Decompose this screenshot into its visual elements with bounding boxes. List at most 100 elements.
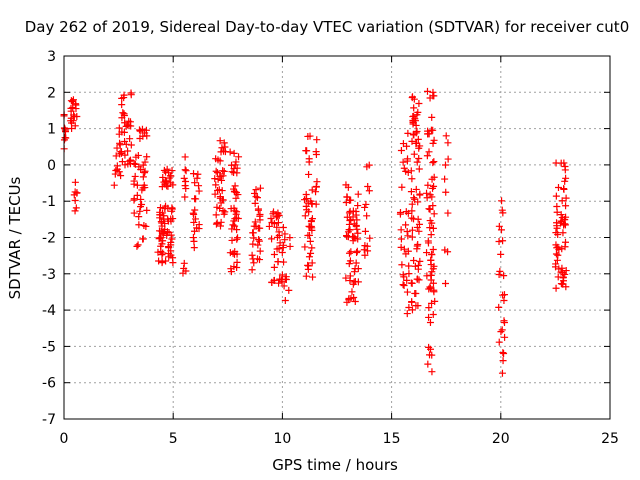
data-point: [270, 208, 278, 216]
data-point: [182, 167, 190, 175]
data-point: [67, 97, 75, 105]
data-point: [181, 166, 189, 174]
data-point: [118, 101, 126, 109]
data-point: [73, 112, 81, 120]
data-point: [143, 206, 151, 214]
data-point: [429, 311, 437, 319]
data-point: [191, 206, 199, 214]
data-point: [67, 107, 75, 115]
data-point: [398, 261, 406, 269]
data-point: [428, 193, 436, 201]
data-point: [117, 172, 125, 180]
data-point: [155, 235, 163, 243]
data-point: [426, 318, 434, 326]
data-point: [428, 368, 436, 376]
data-point: [423, 249, 431, 257]
data-point: [554, 231, 562, 239]
data-point: [227, 205, 235, 213]
data-point: [363, 163, 371, 171]
data-point: [499, 237, 507, 245]
data-point: [361, 203, 369, 211]
data-point: [397, 226, 405, 234]
data-point: [560, 273, 568, 281]
data-point: [280, 258, 288, 266]
grid-lines: [64, 56, 610, 419]
data-point: [558, 197, 566, 205]
data-point: [218, 144, 226, 152]
data-point: [425, 148, 433, 156]
data-point: [230, 149, 238, 157]
data-point: [116, 141, 124, 149]
data-point: [180, 174, 188, 182]
data-point: [353, 225, 361, 233]
data-point: [429, 159, 437, 167]
data-point: [248, 266, 256, 274]
data-point: [301, 243, 309, 251]
data-point: [71, 122, 79, 130]
data-point: [397, 147, 405, 155]
data-point: [430, 286, 438, 294]
data-point: [429, 184, 437, 192]
data-point: [212, 211, 220, 219]
data-point: [253, 255, 261, 263]
data-point: [134, 241, 142, 249]
data-point: [279, 244, 287, 252]
data-point: [408, 175, 416, 183]
data-point: [189, 209, 197, 217]
data-point: [254, 224, 262, 232]
data-point: [181, 193, 189, 201]
data-point: [428, 219, 436, 227]
data-point: [400, 273, 408, 281]
y-tick-label: -3: [42, 267, 56, 283]
data-point: [495, 303, 503, 311]
data-point: [190, 237, 198, 245]
data-point: [397, 235, 405, 243]
data-point: [497, 328, 505, 336]
data-point: [286, 242, 294, 250]
data-point: [554, 184, 562, 192]
data-point: [249, 240, 257, 248]
data-point: [268, 278, 276, 286]
data-point: [130, 180, 138, 188]
data-point: [313, 136, 321, 144]
y-tick-label: -5: [42, 339, 56, 355]
data-point: [216, 137, 224, 145]
data-point: [256, 247, 264, 255]
data-point: [157, 218, 165, 226]
data-point: [361, 227, 369, 235]
data-point: [158, 240, 166, 248]
data-point: [112, 152, 120, 160]
data-point: [248, 251, 256, 259]
data-point: [344, 183, 352, 191]
data-point: [424, 127, 432, 135]
x-tick-label: 5: [169, 431, 178, 447]
data-point: [414, 261, 422, 269]
data-point: [302, 272, 310, 280]
data-point: [249, 229, 257, 237]
data-point: [230, 185, 238, 193]
data-point: [404, 232, 412, 240]
data-point: [165, 228, 173, 236]
data-point: [233, 250, 241, 258]
data-point: [160, 212, 168, 220]
data-point: [497, 250, 505, 258]
chart-title: Day 262 of 2019, Sidereal Day-to-day VTE…: [25, 18, 629, 36]
data-point: [413, 245, 421, 253]
data-point: [213, 169, 221, 177]
data-point: [313, 178, 321, 186]
data-point: [429, 126, 437, 134]
data-point: [137, 166, 145, 174]
y-tick-label: -1: [42, 194, 56, 210]
data-point: [555, 246, 563, 254]
data-point: [400, 281, 408, 289]
data-point: [308, 259, 316, 267]
data-point: [212, 155, 220, 163]
data-point: [307, 222, 315, 230]
data-point: [346, 207, 354, 215]
data-point: [411, 195, 419, 203]
y-tick-label: 3: [47, 49, 56, 65]
data-point: [552, 250, 560, 258]
data-point: [350, 278, 358, 286]
data-point: [426, 224, 434, 232]
data-point: [136, 134, 144, 142]
